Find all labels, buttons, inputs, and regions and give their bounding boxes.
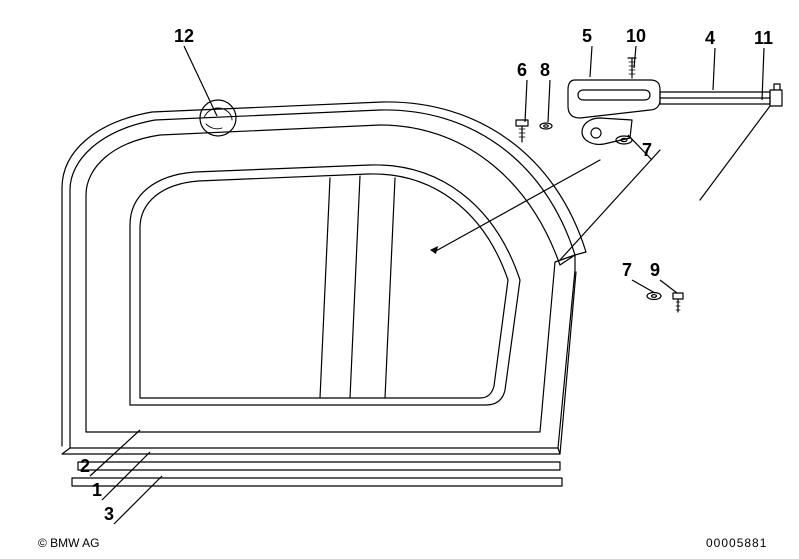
callout-1: 1	[92, 480, 102, 501]
callout-2: 2	[80, 456, 90, 477]
callout-3: 3	[104, 504, 114, 525]
callout-9: 9	[650, 260, 660, 281]
leader-lines	[0, 0, 799, 559]
callout-4: 4	[705, 28, 715, 49]
document-id: 00005881	[706, 536, 767, 550]
callout-7a: 7	[642, 140, 652, 161]
callout-7b: 7	[622, 260, 632, 281]
callout-12: 12	[174, 26, 194, 47]
callout-6: 6	[517, 60, 527, 81]
callout-10: 10	[626, 26, 646, 47]
callout-8: 8	[540, 60, 550, 81]
copyright-text: © BMW AG	[38, 536, 100, 550]
diagram-canvas: 1234567789101112 © BMW AG 00005881	[0, 0, 799, 559]
callout-5: 5	[582, 26, 592, 47]
callout-11: 11	[754, 28, 773, 49]
